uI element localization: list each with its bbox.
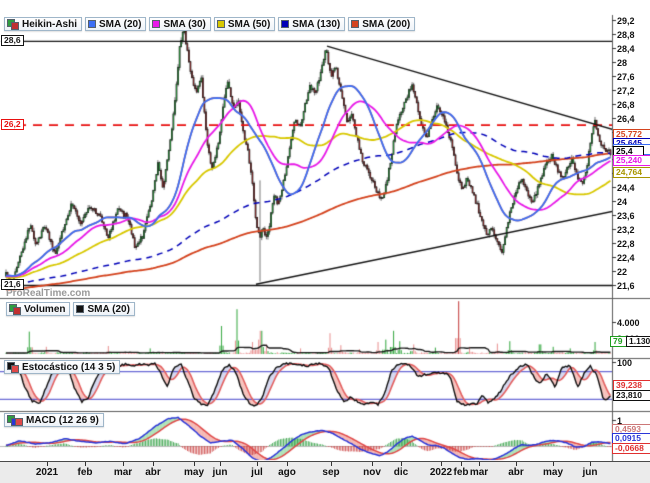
- macd-value-label: -0,0668: [612, 443, 650, 454]
- month-tick: [331, 462, 332, 466]
- month-label: mar: [469, 467, 489, 478]
- month-label: nov: [363, 467, 381, 478]
- price-level-label: 28,6: [1, 34, 24, 46]
- month-label: 2021: [35, 467, 59, 478]
- month-label: abr: [145, 467, 161, 478]
- price-axis-tick: 28: [617, 57, 628, 68]
- price-axis-tick: 23,2: [617, 225, 635, 236]
- price-axis-tick: 23,6: [617, 211, 635, 222]
- price-level-label: 26,2: [1, 118, 24, 130]
- legend-swatch-icon: [13, 306, 21, 315]
- month-tick: [47, 462, 48, 466]
- price-legend-chip[interactable]: SMA (130): [278, 17, 346, 31]
- price-legend-chip[interactable]: SMA (200): [348, 17, 416, 31]
- stochastic-legend-chip[interactable]: Estocástico (14 3 5): [4, 360, 121, 374]
- month-label: jul: [251, 467, 263, 478]
- volume-pane-legend: Volumen SMA (20): [6, 302, 135, 316]
- time-axis: 2021 feb mar abr may jun jul ago sep nov dic 2022 fe…: [0, 461, 650, 483]
- month-label: may: [542, 467, 564, 478]
- month-tick: [153, 462, 154, 466]
- price-axis-tick: 24,4: [617, 183, 635, 194]
- price-level-label: 21,6: [1, 279, 24, 290]
- month-label: ago: [278, 467, 296, 478]
- month-label: feb: [453, 467, 469, 478]
- stochastic-axis-tick: 100: [617, 358, 633, 368]
- price-axis-tick: 22: [617, 267, 628, 278]
- price-axis-tick: 22,4: [617, 253, 635, 264]
- price-axis-tick: 27,6: [617, 71, 635, 82]
- volume-value-label: 1.130: [626, 336, 650, 347]
- legend-label: SMA (20): [87, 303, 130, 315]
- legend-swatch-icon: [152, 20, 161, 28]
- month-tick: [590, 462, 591, 466]
- price-legend-chip[interactable]: Heikin-Ashi: [4, 17, 83, 31]
- month-label: sep: [322, 467, 340, 478]
- month-tick: [194, 462, 195, 466]
- legend-swatch-icon: [281, 20, 290, 28]
- macd-legend-chip[interactable]: MACD (12 26 9): [4, 413, 104, 427]
- month-tick: [479, 462, 480, 466]
- price-axis-tick: 22,8: [617, 239, 635, 250]
- price-axis-tick: 28,8: [617, 29, 635, 40]
- legend-label: SMA (20): [99, 18, 142, 30]
- legend-swatch-icon: [15, 417, 23, 426]
- legend-label: SMA (30): [163, 18, 206, 30]
- month-tick: [461, 462, 462, 466]
- month-label: dic: [393, 467, 409, 478]
- price-legend-chip[interactable]: SMA (50): [213, 17, 276, 31]
- volume-legend-chip[interactable]: Volumen: [6, 302, 71, 316]
- price-axis-tick: 24: [617, 197, 628, 208]
- watermark: ProRealTime.com: [6, 288, 91, 299]
- legend-swatch-icon: [11, 364, 19, 373]
- month-label: jun: [212, 467, 228, 478]
- price-axis-tick: 29,2: [617, 16, 635, 26]
- volume-axis-tick: 4.000: [617, 318, 640, 328]
- macd-axis-tick: 1: [617, 416, 623, 426]
- price-axis-tick: 21,6: [617, 281, 635, 291]
- month-label: may: [183, 467, 205, 478]
- month-label: feb: [77, 467, 93, 478]
- price-axis-tick: 26,8: [617, 99, 635, 110]
- month-tick: [287, 462, 288, 466]
- stochastic-pane-legend: Estocástico (14 3 5): [4, 360, 121, 374]
- legend-label: Heikin-Ashi: [22, 18, 78, 30]
- month-tick: [372, 462, 373, 466]
- legend-label: MACD (12 26 9): [26, 414, 99, 426]
- legend-label: SMA (200): [362, 18, 411, 30]
- month-tick: [553, 462, 554, 466]
- month-tick: [257, 462, 258, 466]
- month-tick: [123, 462, 124, 466]
- legend-swatch-icon: [76, 305, 85, 313]
- month-tick: [401, 462, 402, 466]
- legend-label: Volumen: [24, 303, 66, 315]
- volume-legend-chip[interactable]: SMA (20): [73, 302, 135, 316]
- month-label: 2022: [429, 467, 453, 478]
- month-tick: [85, 462, 86, 466]
- legend-label: Estocástico (14 3 5): [22, 361, 116, 373]
- month-tick: [441, 462, 442, 466]
- price-value-label: 25,240: [613, 155, 650, 166]
- macd-pane-legend: MACD (12 26 9): [4, 413, 104, 427]
- price-axis-tick: 27,2: [617, 85, 635, 96]
- month-label: abr: [508, 467, 524, 478]
- month-label: mar: [113, 467, 133, 478]
- legend-swatch-icon: [11, 21, 19, 30]
- price-value-label: 24,764: [613, 167, 650, 178]
- legend-swatch-icon: [351, 20, 360, 28]
- price-legend-chip[interactable]: SMA (20): [85, 17, 147, 31]
- month-tick: [220, 462, 221, 466]
- month-tick: [516, 462, 517, 466]
- price-legend-chip[interactable]: SMA (30): [149, 17, 211, 31]
- price-axis-tick: 28,4: [617, 43, 635, 54]
- legend-label: SMA (130): [292, 18, 341, 30]
- legend-label: SMA (50): [227, 18, 271, 30]
- price-pane-legend: Heikin-Ashi SMA (20) SMA (30) SMA (50) SMA (…: [4, 17, 416, 31]
- price-axis-tick: 26,4: [617, 113, 635, 124]
- month-label: jun: [582, 467, 598, 478]
- legend-swatch-icon: [88, 20, 97, 28]
- stochastic-value-label: 23,810: [613, 390, 650, 401]
- legend-swatch-icon: [216, 20, 225, 28]
